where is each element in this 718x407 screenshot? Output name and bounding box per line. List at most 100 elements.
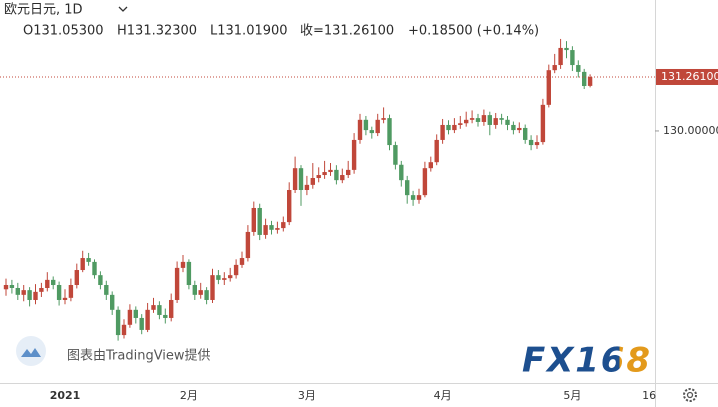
candle-body <box>416 195 422 200</box>
candle-body <box>163 314 168 318</box>
candle-body <box>316 175 321 179</box>
candle-body <box>487 115 492 125</box>
candle-body <box>275 228 280 230</box>
candle-body <box>558 47 563 66</box>
candle-body <box>452 124 457 131</box>
candle-body <box>9 285 15 288</box>
candle-body <box>582 71 587 87</box>
candle-body <box>222 278 227 280</box>
candle-body <box>375 119 380 134</box>
ohlc-value: +0.18500 (+0.14%) <box>408 24 539 39</box>
candle-body <box>340 175 345 181</box>
candle-body <box>410 195 416 200</box>
candle-body <box>304 184 310 191</box>
candle-body <box>534 142 540 146</box>
settings-icon[interactable] <box>683 388 697 402</box>
candle-body <box>292 168 298 191</box>
candle-body <box>422 168 428 196</box>
x-tick-label: 2021 <box>50 389 81 402</box>
candle-body <box>233 264 239 276</box>
dropdown-icon[interactable] <box>118 6 128 12</box>
candle-body <box>210 275 215 300</box>
candle-body <box>517 127 522 131</box>
candle-body <box>56 285 62 300</box>
candle-body <box>80 258 85 271</box>
candle-body <box>110 294 115 310</box>
candle-body <box>481 115 487 122</box>
candle-body <box>157 305 162 315</box>
candle-body <box>475 118 481 122</box>
x-tick-label: 2月 <box>180 389 198 402</box>
candle-body <box>458 123 463 125</box>
candle-body <box>393 145 398 165</box>
ohlc-value: O131.05300 <box>23 24 104 39</box>
y-tick-label: 130.00000 <box>663 124 718 137</box>
candle-body <box>334 169 339 181</box>
watermark: 图表由TradingView提供 <box>16 336 211 366</box>
candle-body <box>434 139 439 163</box>
candle-body <box>387 118 392 146</box>
candle-body <box>251 207 256 232</box>
candle-body <box>151 305 156 310</box>
candle-body <box>133 309 138 318</box>
candle-body <box>346 169 351 176</box>
last-price-label: 131.26100 <box>661 70 718 83</box>
x-tick-label: 5月 <box>563 389 581 402</box>
candle-body <box>245 231 251 259</box>
ohlc-value: 收=131.26100 <box>300 24 394 39</box>
candle-body <box>115 309 121 336</box>
candle-body <box>440 124 445 140</box>
candle-body <box>570 50 575 66</box>
candle-body <box>310 178 315 185</box>
candle-body <box>239 258 245 265</box>
candle-body <box>298 168 304 191</box>
candle-body <box>357 119 363 140</box>
tv-logo <box>16 336 46 366</box>
candle-body <box>464 119 469 124</box>
candle-body <box>369 130 374 134</box>
candle-body <box>493 118 498 125</box>
candle-body <box>587 76 593 86</box>
ohlc-value: L131.01900 <box>210 24 288 39</box>
gear-outer[interactable] <box>683 388 697 402</box>
candle-body <box>546 70 551 105</box>
candle-body <box>21 290 26 295</box>
candle-body <box>269 225 274 230</box>
candle-body <box>363 119 369 131</box>
candle-body <box>381 118 386 120</box>
candle-body <box>139 317 144 330</box>
candle-body <box>3 285 9 290</box>
candle-body <box>564 47 569 51</box>
watermark-text: 图表由TradingView提供 <box>67 348 211 364</box>
candle-body <box>523 127 528 140</box>
candle-body <box>186 261 192 286</box>
ohlc-value: H131.32300 <box>117 24 197 39</box>
candle-body <box>505 119 510 125</box>
candle-body <box>281 222 286 229</box>
x-tick-label: 16 <box>642 389 656 402</box>
candle-body <box>27 290 32 300</box>
candle-body <box>511 124 516 131</box>
candle-body <box>68 285 74 298</box>
tv-logo-mark <box>21 348 41 357</box>
candle-body <box>399 164 404 181</box>
candle-body <box>204 290 209 300</box>
candle-body <box>446 124 451 131</box>
gear-inner[interactable] <box>686 391 694 399</box>
candle-body <box>499 118 504 120</box>
candle-body <box>145 309 150 330</box>
candle-body <box>540 104 546 143</box>
candle-body <box>98 275 103 286</box>
candle-body <box>192 285 197 295</box>
candle-body <box>469 118 475 120</box>
candle-body <box>428 162 433 169</box>
candle-body <box>121 324 127 336</box>
x-tick-label: 3月 <box>298 389 316 402</box>
candle-body <box>351 139 357 170</box>
candle-body <box>33 291 38 300</box>
candle-body <box>263 225 268 235</box>
candle-body <box>328 169 333 173</box>
candle-body <box>552 65 557 71</box>
